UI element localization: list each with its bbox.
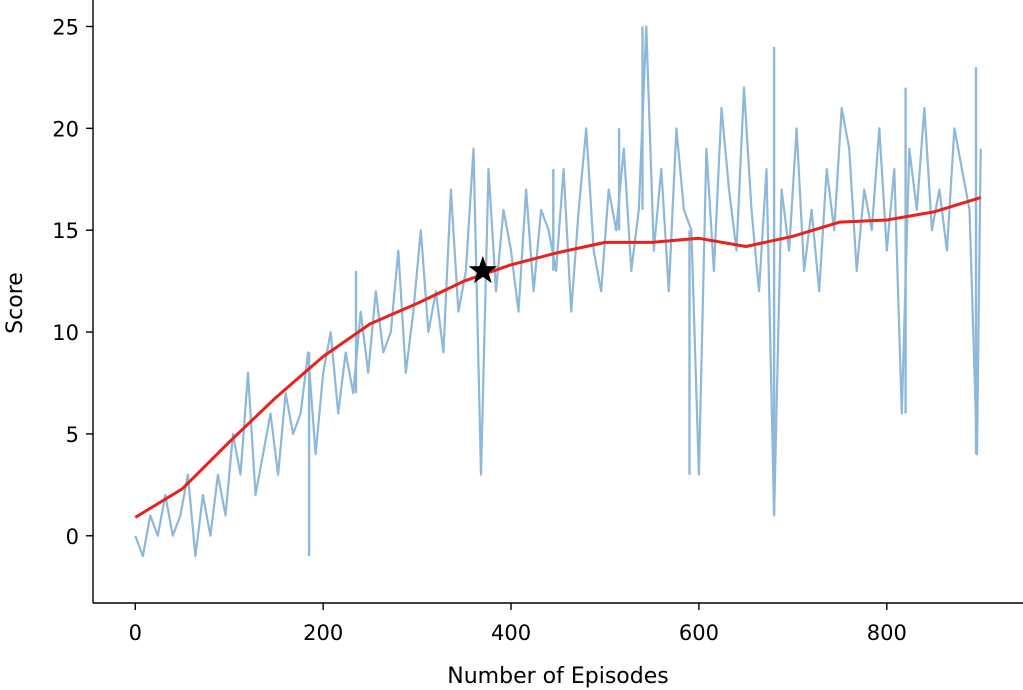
y-tick-label: 0: [66, 525, 79, 549]
raw-score-series-line: [134, 25, 982, 558]
x-tick-label: 0: [129, 621, 142, 645]
x-ticks: 0 200 400 600 800: [129, 603, 907, 645]
x-axis-label: Number of Episodes: [447, 664, 668, 689]
y-tick-label: 10: [52, 321, 79, 345]
y-ticks: 0 5 10 15 20 25: [52, 15, 93, 549]
x-tick-label: 600: [679, 621, 719, 645]
x-tick-label: 400: [491, 621, 531, 645]
x-tick-label: 800: [867, 621, 907, 645]
y-axis-label: Score: [3, 272, 28, 334]
star-marker: [468, 255, 498, 284]
axes: 0 200 400 600 800 0 5 10 15 20 25: [52, 0, 1023, 645]
y-tick-label: 5: [66, 423, 79, 447]
x-tick-label: 200: [303, 621, 343, 645]
moving-average-series-line: [134, 196, 982, 519]
y-tick-label: 15: [52, 219, 79, 243]
plot-area: [134, 25, 982, 558]
y-tick-label: 20: [52, 117, 79, 141]
y-tick-label: 25: [52, 15, 79, 39]
